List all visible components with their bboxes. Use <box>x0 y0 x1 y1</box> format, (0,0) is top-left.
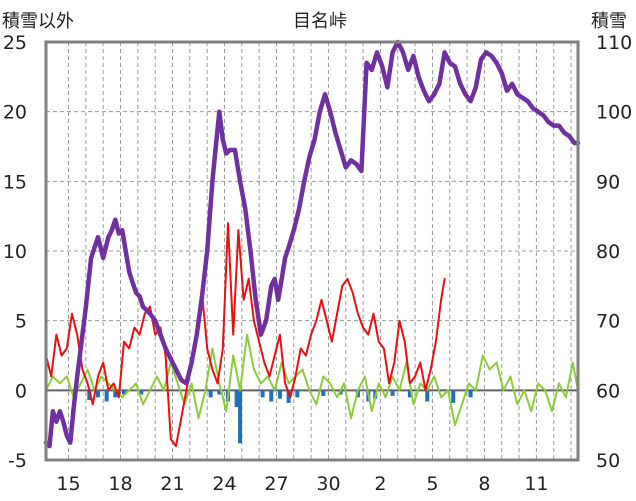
left-tick-label: 0 <box>15 380 27 402</box>
left-axis-label: 積雪以外 <box>2 11 74 32</box>
right-tick-label: 60 <box>596 380 620 402</box>
precipitation-bar <box>139 390 144 395</box>
text-layer: 目名峠 積雪以外 積雪 -505101520255060708090100110… <box>2 11 632 495</box>
grid <box>46 42 578 460</box>
precipitation-bar <box>238 390 243 444</box>
series-layer <box>43 39 581 449</box>
left-tick-label: 20 <box>3 102 27 124</box>
precipitation-bar <box>277 390 282 399</box>
x-tick-label: 21 <box>160 473 184 495</box>
precipitation-bar <box>295 390 300 398</box>
right-tick-label: 110 <box>596 32 632 54</box>
x-tick-label: 15 <box>56 473 80 495</box>
x-tick-label: 30 <box>316 473 340 495</box>
wind-line <box>45 333 579 427</box>
x-tick-label: 24 <box>212 473 236 495</box>
precipitation-bar <box>286 390 291 403</box>
precipitation-bar <box>234 390 239 408</box>
precipitation-bar <box>121 390 126 395</box>
x-tick-label: 2 <box>374 473 386 495</box>
precipitation-bar <box>407 390 412 398</box>
x-tick-label: 27 <box>264 473 288 495</box>
precipitation-bar <box>95 390 100 398</box>
precipitation-bar <box>451 390 456 403</box>
x-tick-label: 11 <box>524 473 548 495</box>
precipitation-bar <box>468 390 473 398</box>
precipitation-bar <box>208 390 213 398</box>
right-tick-label: 70 <box>596 311 620 333</box>
precipitation-bar <box>87 390 92 401</box>
precipitation-bar <box>321 390 326 396</box>
right-tick-label: 50 <box>596 450 620 472</box>
right-tick-label: 100 <box>596 102 632 124</box>
left-tick-label: 10 <box>3 241 27 263</box>
precipitation-bar <box>425 390 430 402</box>
left-tick-label: 25 <box>3 32 27 54</box>
precipitation-bar <box>217 390 222 395</box>
x-tick-label: 5 <box>426 473 438 495</box>
precipitation-bar <box>269 390 274 402</box>
plot-frame <box>44 40 580 462</box>
left-tick-label: 15 <box>3 171 27 193</box>
left-tick-label: -5 <box>8 450 27 472</box>
right-tick-label: 90 <box>596 171 620 193</box>
chart-title: 目名峠 <box>293 11 347 32</box>
x-tick-label: 18 <box>108 473 132 495</box>
precipitation-bar <box>113 390 118 398</box>
precipitation-bar <box>260 390 265 398</box>
snow-depth-line <box>43 39 581 449</box>
right-tick-label: 80 <box>596 241 620 263</box>
temperature-line <box>45 222 446 448</box>
right-axis-label: 積雪 <box>591 11 627 32</box>
precipitation-bar <box>104 390 109 402</box>
x-tick-label: 8 <box>478 473 490 495</box>
left-tick-label: 5 <box>15 311 27 333</box>
precipitation-bar <box>390 390 395 396</box>
